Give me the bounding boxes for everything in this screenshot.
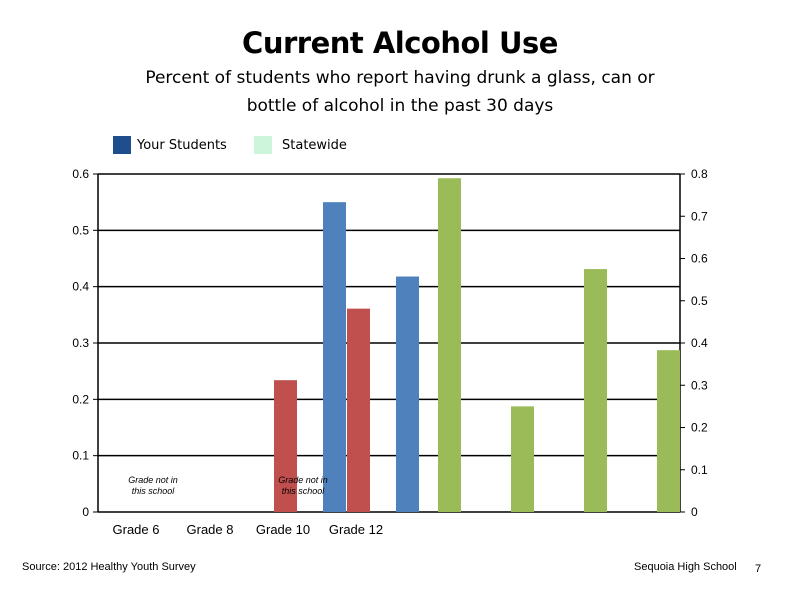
left-axis-tick-label: 0.3 [72, 336, 89, 350]
right-axis-tick-label: 0.4 [691, 336, 708, 350]
right-axis-tick-label: 0.2 [691, 421, 708, 435]
bar-series1-2 [323, 202, 346, 512]
legend-swatch-statewide [254, 136, 272, 154]
right-axis-tick-label: 0.6 [691, 252, 708, 266]
page-number: 7 [755, 563, 762, 575]
legend-swatch-your-students [113, 136, 131, 154]
not-in-school-annotation: Grade not in [128, 475, 178, 485]
chart-subtitle-line1: Percent of students who report having dr… [145, 68, 655, 88]
x-axis-category-label: Grade 8 [187, 522, 234, 537]
legend-label-your-students: Your Students [137, 137, 227, 153]
not-in-school-annotation: this school [132, 486, 176, 496]
right-axis-tick-label: 0.7 [691, 209, 708, 223]
chart-title: Current Alcohol Use [242, 26, 558, 60]
bar-series3-2 [584, 269, 607, 512]
x-axis-category-label: Grade 10 [256, 522, 310, 537]
left-axis-tick-label: 0 [82, 505, 89, 519]
school-name: Sequoia High School [634, 561, 737, 573]
not-in-school-annotation: this school [282, 486, 326, 496]
left-axis-tick-label: 0.6 [72, 167, 89, 181]
right-axis-tick-label: 0 [691, 505, 698, 519]
right-axis-tick-label: 0.1 [691, 463, 708, 477]
x-axis-category-label: Grade 6 [113, 522, 160, 537]
legend-item-your-students: Your Students [113, 136, 227, 154]
legend-item-statewide: Statewide [254, 136, 347, 154]
right-axis-tick-label: 0.5 [691, 294, 708, 308]
bar-series2-2 [347, 308, 370, 512]
chart-subtitle-line2: bottle of alcohol in the past 30 days [246, 96, 554, 116]
left-axis-tick-label: 0.5 [72, 223, 89, 237]
bar-series3-1 [511, 406, 534, 512]
left-axis-tick-label: 0.2 [72, 392, 89, 406]
bar-series1-3 [396, 276, 419, 512]
legend-label-statewide: Statewide [282, 137, 347, 153]
not-in-school-annotation: Grade not in [278, 475, 328, 485]
bar-series2-1 [274, 380, 297, 512]
x-axis-category-label: Grade 12 [329, 522, 383, 537]
bar-series3-0 [438, 178, 461, 512]
right-axis-tick-label: 0.8 [691, 167, 708, 181]
left-axis-tick-label: 0.4 [72, 280, 89, 294]
left-axis-tick-label: 0.1 [72, 449, 89, 463]
right-axis-tick-label: 0.3 [691, 378, 708, 392]
source-note: Source: 2012 Healthy Youth Survey [22, 561, 196, 573]
bar-series3-3 [657, 350, 680, 512]
